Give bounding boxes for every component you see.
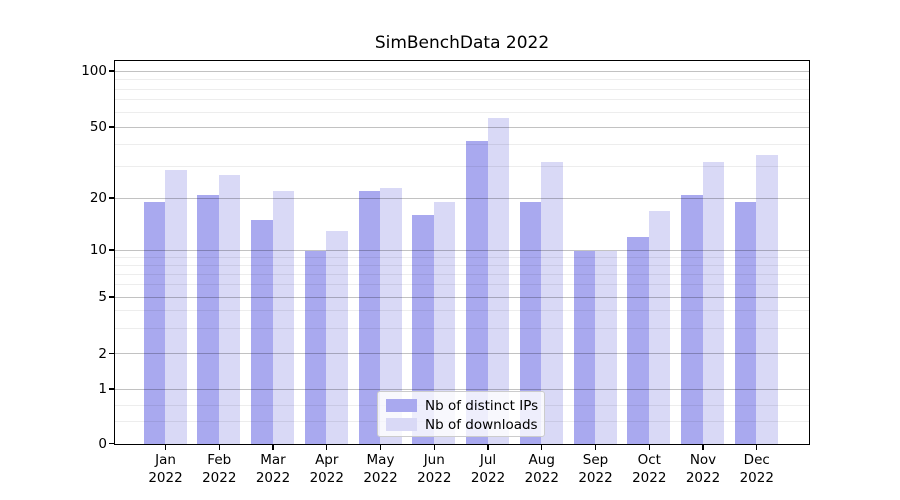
x-tick-mark-mar — [272, 444, 274, 450]
bar-aug-downloads — [541, 162, 563, 444]
gridline-major-20 — [115, 197, 809, 199]
bar-nov-distinct-ips — [681, 194, 703, 444]
legend-swatch-downloads — [386, 418, 417, 431]
bar-feb-distinct-ips — [197, 194, 219, 444]
bar-may-downloads — [380, 187, 402, 444]
y-tick-label-50: 50 — [89, 119, 107, 135]
bar-jun-distinct-ips — [412, 215, 434, 444]
x-tick-label-jul: Jul 2022 — [470, 452, 506, 486]
gridline-minor-3 — [115, 328, 809, 330]
x-tick-mark-aug — [541, 444, 543, 450]
bar-feb-downloads — [218, 175, 241, 444]
bar-jan-distinct-ips — [143, 202, 165, 444]
x-tick-mark-jun — [433, 444, 435, 450]
gridline-major-100 — [115, 70, 809, 72]
bar-dec-downloads — [756, 155, 778, 444]
y-tick-mark-2 — [109, 352, 114, 355]
bar-jun-downloads — [433, 202, 456, 444]
bar-dec-distinct-ips — [734, 202, 757, 444]
gridline-major-5 — [115, 296, 809, 298]
gridline-major-1 — [115, 388, 809, 390]
legend: Nb of distinct IPs Nb of downloads — [377, 391, 545, 437]
x-tick-label-aug: Aug 2022 — [524, 452, 559, 486]
gridline-major-10 — [115, 249, 809, 251]
gridline-minor-90 — [115, 79, 809, 81]
y-tick-label-5: 5 — [98, 289, 107, 305]
legend-item-distinct-ips: Nb of distinct IPs — [386, 396, 539, 415]
gridline-minor-8 — [115, 264, 809, 266]
x-tick-mark-may — [379, 444, 382, 450]
bar-sep-distinct-ips — [573, 250, 595, 444]
x-tick-mark-jan — [164, 444, 167, 450]
bar-apr-distinct-ips — [304, 250, 327, 444]
legend-label-downloads: Nb of downloads — [425, 416, 538, 433]
gridline-minor-9 — [115, 256, 809, 258]
x-tick-mark-feb — [218, 444, 220, 450]
gridline-minor-60 — [115, 111, 809, 113]
bar-nov-downloads — [702, 162, 724, 444]
y-tick-mark-100 — [109, 70, 114, 72]
x-tick-label-feb: Feb 2022 — [202, 452, 237, 486]
x-tick-label-nov: Nov 2022 — [685, 452, 721, 486]
bar-oct-downloads — [648, 210, 671, 444]
bar-may-distinct-ips — [358, 191, 380, 444]
gridline-minor-30 — [115, 166, 809, 168]
gridline-minor-80 — [115, 88, 809, 90]
gridline-major-2 — [115, 353, 809, 355]
x-tick-mark-oct — [648, 444, 650, 450]
legend-swatch-distinct-ips — [386, 399, 417, 412]
x-tick-mark-sep — [594, 444, 597, 450]
y-tick-mark-50 — [109, 126, 114, 128]
y-tick-mark-1 — [109, 388, 114, 390]
y-tick-label-100: 100 — [81, 63, 107, 79]
x-tick-mark-dec — [756, 444, 758, 450]
gridline-minor-70 — [115, 99, 809, 101]
x-tick-mark-apr — [326, 444, 328, 450]
x-tick-label-apr: Apr 2022 — [309, 452, 344, 486]
bar-sep-downloads — [595, 250, 617, 444]
x-tick-mark-nov — [702, 444, 704, 450]
gridline-minor-6 — [115, 284, 809, 286]
y-tick-mark-20 — [109, 197, 114, 199]
x-tick-label-mar: Mar 2022 — [255, 452, 291, 486]
y-tick-mark-0 — [109, 442, 114, 445]
x-tick-label-oct: Oct 2022 — [632, 452, 667, 486]
y-tick-label-20: 20 — [89, 189, 107, 206]
bar-aug-distinct-ips — [519, 202, 542, 444]
gridline-minor-40 — [115, 143, 809, 145]
y-tick-mark-5 — [109, 296, 114, 298]
y-tick-label-2: 2 — [98, 345, 107, 362]
bar-oct-distinct-ips — [627, 236, 649, 444]
bar-jan-downloads — [165, 169, 187, 444]
y-tick-label-1: 1 — [98, 380, 107, 397]
bar-jul-distinct-ips — [466, 141, 488, 444]
y-tick-label-10: 10 — [89, 242, 107, 259]
gridline-major-50 — [115, 126, 809, 128]
chart-title: SimBenchData 2022 — [374, 33, 550, 53]
y-tick-label-0: 0 — [98, 435, 107, 452]
bar-apr-downloads — [326, 230, 348, 444]
legend-label-distinct-ips: Nb of distinct IPs — [425, 397, 539, 414]
bar-jul-downloads — [487, 118, 509, 444]
bar-mar-downloads — [272, 191, 294, 444]
x-tick-label-sep: Sep 2022 — [578, 452, 613, 486]
x-tick-mark-jul — [487, 444, 489, 450]
x-tick-label-may: May 2022 — [363, 452, 398, 486]
plot-area — [114, 60, 810, 445]
gridline-minor-7 — [115, 273, 809, 275]
bar-mar-distinct-ips — [251, 220, 273, 444]
y-tick-mark-10 — [109, 249, 114, 251]
x-tick-label-jun: Jun 2022 — [417, 452, 452, 486]
gridline-minor-4 — [115, 310, 809, 312]
x-tick-label-dec: Dec 2022 — [739, 452, 774, 486]
x-tick-label-jan: Jan 2022 — [148, 452, 183, 486]
legend-item-downloads: Nb of downloads — [386, 415, 538, 434]
